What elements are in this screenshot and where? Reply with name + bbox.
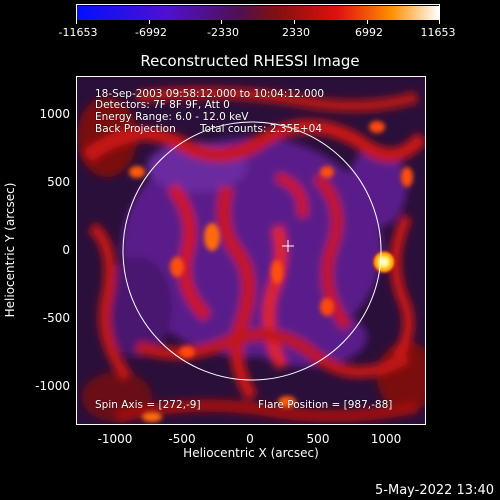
- colorbar-label: 2330: [282, 26, 310, 39]
- flare-source: [371, 249, 397, 275]
- total-counts-text: Total counts: 2.35E+04: [200, 123, 323, 135]
- colorbar-tick: [294, 20, 295, 24]
- method-text: Back Projection: [95, 123, 176, 135]
- x-tick-label: -500: [168, 432, 196, 446]
- x-tick-label: -1000: [97, 432, 133, 446]
- spin-axis-text: Spin Axis = [272,-9]: [95, 399, 201, 411]
- y-tick-label: -1000: [35, 379, 70, 393]
- colorbar-tick: [439, 20, 440, 24]
- colorbar-tick: [367, 20, 368, 24]
- colorbar-label: -2330: [207, 26, 239, 39]
- colorbar-gradient: [77, 6, 439, 20]
- y-tick-label: 1000: [39, 107, 70, 121]
- detectors-text: Detectors: 7F 8F 9F, Att 0: [95, 99, 230, 111]
- colorbar-label: -6992: [135, 26, 167, 39]
- solar-limb: [122, 121, 382, 381]
- flare-position-text: Flare Position = [987,-88]: [258, 399, 393, 411]
- colorbar-label: 11653: [420, 26, 456, 39]
- plot-title: Reconstructed RHESSI Image: [140, 52, 360, 70]
- x-tick-label: 500: [306, 432, 330, 446]
- y-axis-label: Heliocentric Y (arcsec): [3, 182, 17, 318]
- time-range-text: 18-Sep-2003 09:58:12.000 to 10:04:12.000: [95, 88, 325, 100]
- colorbar-label: 6992: [355, 26, 383, 39]
- heatmap-image: [77, 77, 425, 424]
- y-tick-label: -500: [42, 311, 70, 325]
- colorbar-label: -11653: [58, 26, 98, 39]
- colorbar-tick: [221, 20, 222, 24]
- energy-range-text: Energy Range: 6.0 - 12.0 keV: [95, 111, 249, 123]
- spin-axis-marker: [282, 240, 294, 252]
- x-axis-label: Heliocentric X (arcsec): [183, 446, 319, 460]
- y-tick-label: 500: [47, 175, 70, 189]
- colorbar: [76, 4, 440, 20]
- x-tick-label: 1000: [370, 432, 402, 446]
- y-tick-label: 0: [62, 243, 70, 257]
- heatmap-plot: [76, 76, 426, 425]
- colorbar-tick: [149, 20, 150, 24]
- timestamp: 5-May-2022 13:40: [375, 483, 494, 498]
- colorbar-tick: [76, 20, 77, 24]
- x-tick-label: 0: [246, 432, 254, 446]
